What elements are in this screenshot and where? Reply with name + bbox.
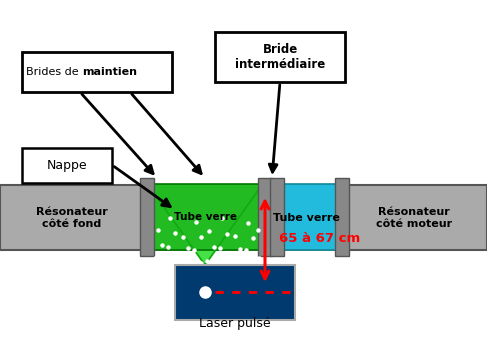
Text: Laser pulsé: Laser pulsé <box>199 317 271 330</box>
Text: Brides de: Brides de <box>26 67 82 77</box>
Bar <box>258 178 272 256</box>
Bar <box>0 185 487 250</box>
Text: Tube verre: Tube verre <box>273 213 339 223</box>
Text: Tube verre: Tube verre <box>173 212 237 222</box>
Text: maintien: maintien <box>82 67 137 77</box>
Bar <box>175 265 295 320</box>
Bar <box>148 184 263 250</box>
Text: Résonateur
côté moteur: Résonateur côté moteur <box>376 207 452 229</box>
Polygon shape <box>148 185 262 265</box>
Text: Résonateur
côté fond: Résonateur côté fond <box>36 207 108 229</box>
Bar <box>0 185 145 250</box>
Bar <box>22 52 172 92</box>
Bar <box>270 184 340 250</box>
Text: Bride
intermédiaire: Bride intermédiaire <box>235 43 325 71</box>
Bar <box>342 185 487 250</box>
Bar <box>270 178 284 256</box>
Bar <box>335 178 349 256</box>
Text: 65 à 67 cm: 65 à 67 cm <box>280 231 361 245</box>
Text: Nappe: Nappe <box>47 159 87 172</box>
Bar <box>215 32 345 82</box>
Bar <box>140 178 154 256</box>
Bar <box>22 148 112 183</box>
